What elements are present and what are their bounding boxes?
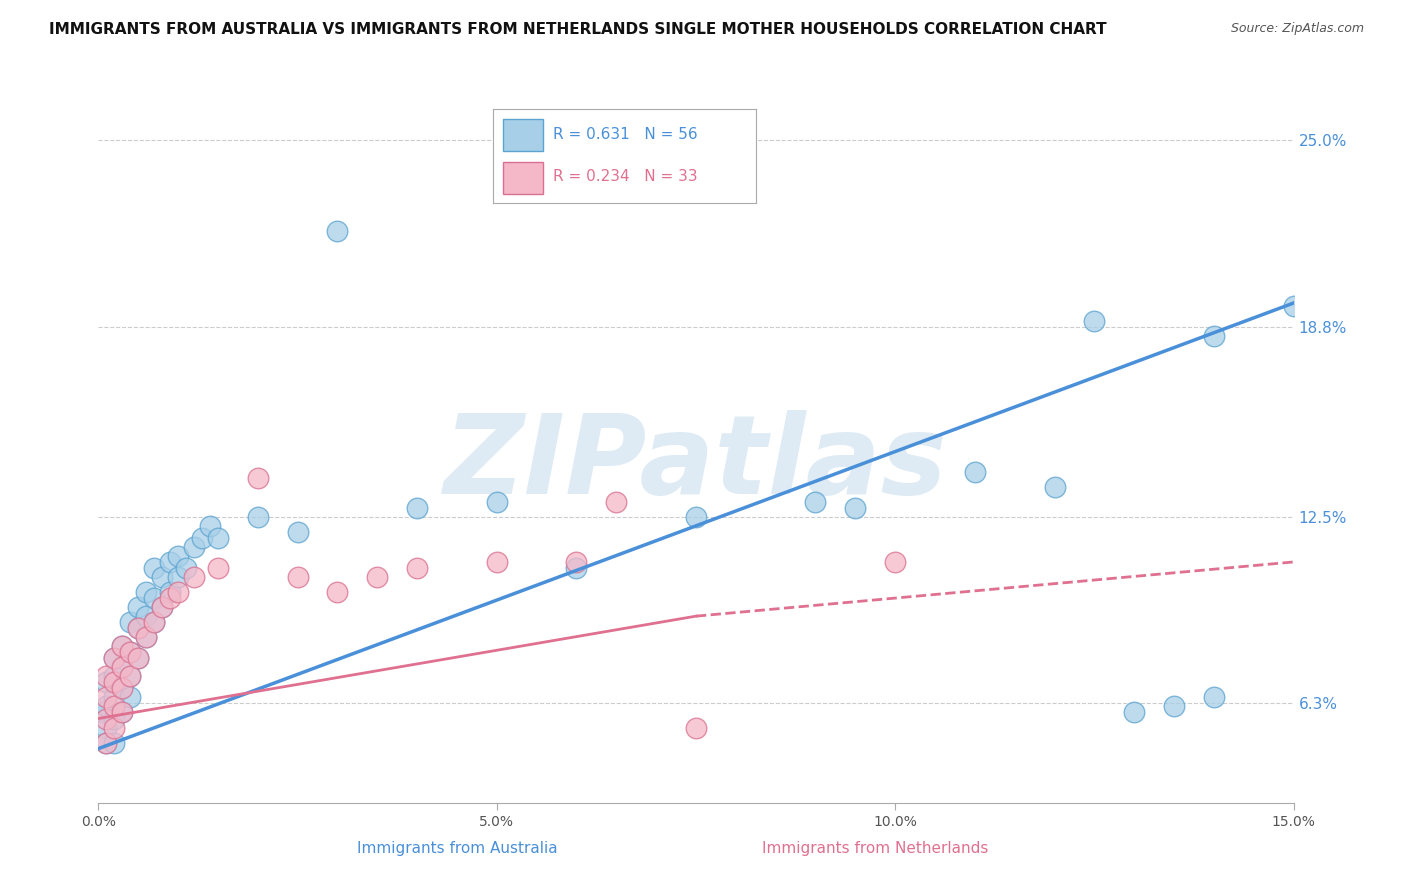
Point [1083,314,1105,328]
Point [685,721,707,735]
Point [135,585,157,599]
Point [1163,699,1185,714]
Point [159,585,181,599]
Point [103,735,125,749]
Point [111,639,134,653]
Point [1123,706,1146,720]
Text: Immigrants from Australia: Immigrants from Australia [357,841,557,856]
Point [183,540,205,554]
Point [326,224,349,238]
Point [287,570,309,584]
Point [96,675,118,690]
Point [103,712,125,726]
Point [120,690,142,705]
Point [844,500,866,515]
Point [198,519,221,533]
Point [91,706,114,720]
Point [143,591,166,606]
Text: Source: ZipAtlas.com: Source: ZipAtlas.com [1230,22,1364,36]
Point [1043,480,1066,494]
Point [366,570,388,584]
Point [1202,329,1225,343]
Point [120,669,142,683]
Point [111,706,134,720]
Point [804,494,827,508]
Point [96,735,118,749]
Point [1282,299,1305,313]
Point [103,651,125,665]
Point [135,630,157,644]
Point [127,621,149,635]
Point [127,651,149,665]
Point [96,690,118,705]
Point [120,669,142,683]
Point [103,721,125,735]
Point [150,600,173,615]
Text: IMMIGRANTS FROM AUSTRALIA VS IMMIGRANTS FROM NETHERLANDS SINGLE MOTHER HOUSEHOLD: IMMIGRANTS FROM AUSTRALIA VS IMMIGRANTS … [49,22,1107,37]
Text: ZIPatlas: ZIPatlas [444,409,948,516]
Point [143,561,166,575]
Point [96,712,118,726]
Point [135,609,157,624]
Point [207,531,229,545]
Point [103,675,125,690]
Point [246,509,269,524]
Point [167,570,190,584]
Point [406,500,429,515]
Point [167,585,190,599]
Point [143,615,166,630]
Point [685,509,707,524]
Point [111,681,134,696]
Point [565,555,588,569]
Point [96,721,118,735]
Point [135,630,157,644]
Point [96,669,118,683]
Point [111,639,134,653]
Point [246,471,269,485]
Point [143,615,166,630]
Point [183,570,205,584]
Text: Immigrants from Netherlands: Immigrants from Netherlands [762,841,988,856]
Point [207,561,229,575]
Point [191,531,214,545]
Point [485,555,508,569]
Point [111,681,134,696]
Point [884,555,907,569]
Point [159,555,181,569]
Point [174,561,197,575]
Point [96,735,118,749]
Point [485,494,508,508]
Point [103,651,125,665]
Point [127,621,149,635]
Point [963,465,986,479]
Point [103,669,125,683]
Point [111,660,134,674]
Point [120,645,142,659]
Point [326,585,349,599]
Point [120,645,142,659]
Point [159,591,181,606]
Point [111,706,134,720]
Point [406,561,429,575]
Point [1202,690,1225,705]
Point [111,660,134,674]
Point [127,600,149,615]
Point [287,524,309,539]
Point [103,690,125,705]
Point [565,561,588,575]
Point [96,699,118,714]
Point [150,600,173,615]
Point [150,570,173,584]
Point [127,651,149,665]
Point [103,699,125,714]
Point [605,494,627,508]
Point [120,615,142,630]
Point [167,549,190,563]
